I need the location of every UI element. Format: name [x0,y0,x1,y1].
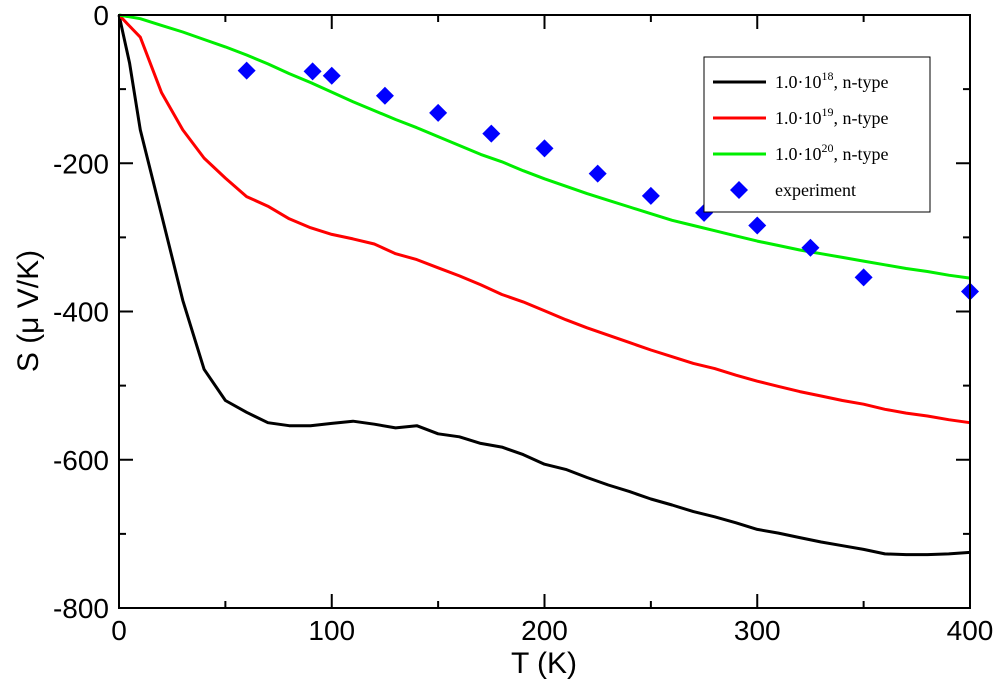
y-tick-label: -800 [53,593,109,624]
y-tick-label: -200 [53,148,109,179]
experiment-point [641,186,660,205]
experiment-point [588,164,607,183]
x-axis-title: T (K) [511,647,577,680]
legend-label-3: experiment [775,180,856,200]
legend-exponent: 18 [822,69,834,83]
series-layer [117,13,979,557]
legend-label-2: 1.0·1020, n-type [775,141,888,164]
legend-label-0: 1.0·1018, n-type [775,69,888,92]
legend-swatch-3 [730,181,748,199]
series-line-0 [117,14,971,557]
y-axis-title: S (μ V/K) [12,250,45,372]
legend-base: 1.0·10 [775,72,822,92]
legend-base: 1.0·10 [775,108,822,128]
experiment-point [237,61,256,80]
experiment-point [748,216,767,235]
y-tick-label: 0 [93,0,109,31]
x-tick-label: 200 [521,615,568,646]
series-line-2 [118,13,971,280]
series-line-1 [117,13,971,425]
experiment-point [801,238,820,257]
legend-suffix: , n-type [834,108,889,128]
x-tick-label: 400 [947,615,994,646]
experiment-point [429,103,448,122]
y-tick-label: -600 [53,445,109,476]
y-tick-label: -400 [53,297,109,328]
legend-suffix: , n-type [834,144,889,164]
legend-exponent: 20 [822,141,834,155]
legend-exponent: 19 [822,105,834,119]
experiment-point [535,139,554,158]
legend-suffix: , n-type [834,72,889,92]
experiment-point [303,62,322,81]
experiment-point [482,124,501,143]
x-tick-label: 100 [308,615,355,646]
x-tick-label: 0 [111,615,127,646]
tick-layer: 0 100 200 300 400 0 -200 -400 -600 -800 [53,0,993,646]
experiment-point [375,86,394,105]
legend-label-1: 1.0·1019, n-type [775,105,888,128]
experiment-point [854,268,873,287]
x-tick-label: 300 [734,615,781,646]
legend-base: 1.0·10 [775,144,822,164]
experiment-point [322,66,341,85]
